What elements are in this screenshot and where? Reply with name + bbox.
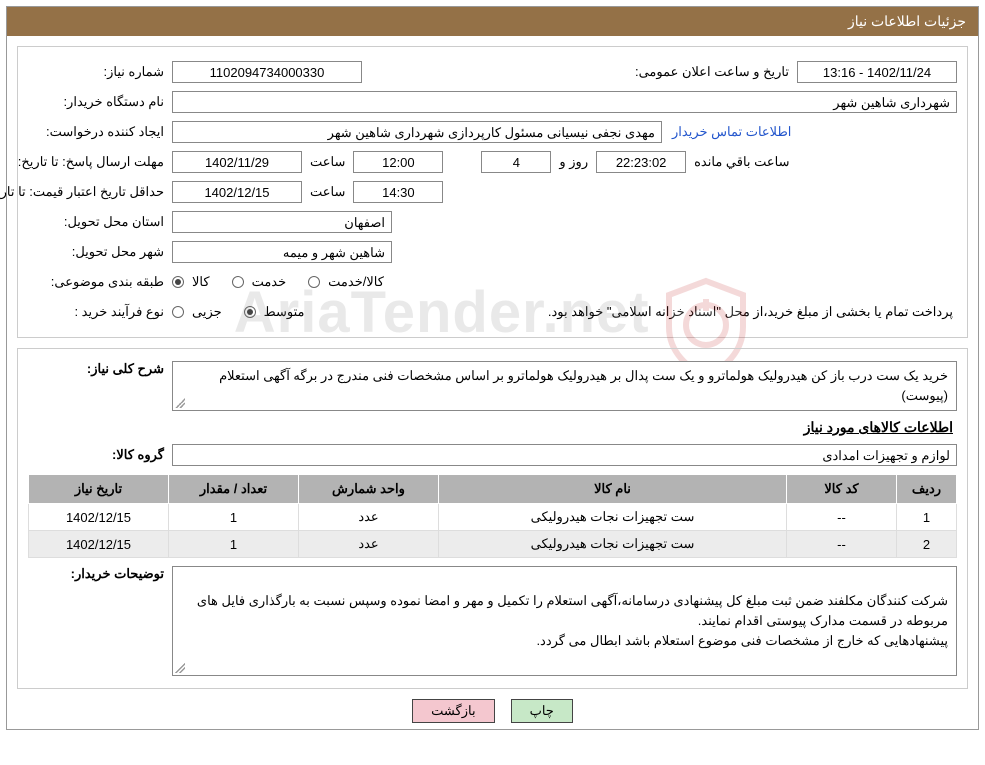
announce-label: تاریخ و ساعت اعلان عمومی:	[631, 64, 793, 80]
need-desc-text: خرید یک ست درب باز کن هیدرولیک هولماترو …	[172, 361, 957, 411]
buyer-org-value: شهرداری شاهین شهر	[172, 91, 957, 113]
validity-time-label: ساعت	[306, 184, 349, 200]
province-label: استان محل تحویل:	[28, 214, 168, 230]
buyer-note-value: شرکت کنندگان مکلفند ضمن ثبت مبلغ کل پیشن…	[197, 593, 948, 648]
remaining-suffix: ساعت باقي مانده	[690, 154, 793, 170]
process-note: پرداخت تمام یا بخشی از مبلغ خرید،از محل …	[313, 304, 957, 320]
radio-medium[interactable]: متوسط	[244, 304, 309, 320]
deadline-time-label: ساعت	[306, 154, 349, 170]
cell-code: --	[787, 531, 897, 558]
goods-group-label: گروه کالا:	[28, 447, 168, 463]
th-code: کد کالا	[787, 475, 897, 504]
radio-goods[interactable]: کالا	[172, 274, 214, 290]
requester-label: ایجاد کننده درخواست:	[28, 124, 168, 140]
buyer-note-text: شرکت کنندگان مکلفند ضمن ثبت مبلغ کل پیشن…	[172, 566, 957, 676]
resize-handle-icon[interactable]	[175, 663, 185, 673]
table-row: 2 -- ست تجهیزات نجات هیدرولیکی عدد 1 140…	[29, 531, 957, 558]
requester-value: مهدی نجفی نیسیانی مسئول کارپردازی شهردار…	[172, 121, 662, 143]
resize-handle-icon[interactable]	[175, 398, 185, 408]
th-date: تاریخ نیاز	[29, 475, 169, 504]
radio-goods-label: کالا	[188, 274, 214, 290]
cell-date: 1402/12/15	[29, 504, 169, 531]
radio-dot-icon	[172, 276, 184, 288]
radio-dot-icon	[232, 276, 244, 288]
cell-qty: 1	[169, 531, 299, 558]
process-label: نوع فرآیند خرید :	[28, 304, 168, 320]
th-qty: تعداد / مقدار	[169, 475, 299, 504]
radio-dot-icon	[308, 276, 320, 288]
cell-qty: 1	[169, 504, 299, 531]
th-row: ردیف	[897, 475, 957, 504]
cell-row: 1	[897, 504, 957, 531]
cell-date: 1402/12/15	[29, 531, 169, 558]
days-and-label: روز و	[555, 154, 592, 170]
category-label: طبقه بندی موضوعی:	[28, 274, 168, 290]
cell-unit: عدد	[299, 531, 439, 558]
announce-value: 1402/11/24 - 13:16	[797, 61, 957, 83]
button-row: چاپ بازگشت	[7, 699, 978, 723]
radio-medium-label: متوسط	[260, 304, 309, 320]
category-radio-group: کالا خدمت کالا/خدمت	[172, 274, 388, 290]
city-label: شهر محل تحویل:	[28, 244, 168, 260]
buyer-note-label: توضیحات خریدار:	[28, 566, 168, 582]
radio-service-label: خدمت	[248, 274, 291, 290]
radio-service[interactable]: خدمت	[232, 274, 291, 290]
validity-date: 1402/12/15	[172, 181, 302, 203]
province-value: اصفهان	[172, 211, 392, 233]
goods-table: ردیف کد کالا نام کالا واحد شمارش تعداد /…	[28, 474, 957, 558]
radio-dot-icon	[244, 306, 256, 318]
page-header: جزئیات اطلاعات نیاز	[7, 7, 978, 36]
validity-label: حداقل تاریخ اعتبار قیمت: تا تاریخ:	[28, 185, 168, 199]
deadline-time: 12:00	[353, 151, 443, 173]
goods-section-title: اطلاعات کالاهای مورد نیاز	[32, 419, 953, 436]
remaining-hms: 22:23:02	[596, 151, 686, 173]
radio-minor[interactable]: جزیی	[172, 304, 226, 320]
cell-unit: عدد	[299, 504, 439, 531]
remaining-days: 4	[481, 151, 551, 173]
details-panel: AriaTender.net شماره نیاز: 1102094734000…	[17, 46, 968, 338]
buyer-contact-link[interactable]: اطلاعات تماس خریدار	[666, 124, 797, 140]
need-no-value: 1102094734000330	[172, 61, 362, 83]
table-row: 1 -- ست تجهیزات نجات هیدرولیکی عدد 1 140…	[29, 504, 957, 531]
radio-both-label: کالا/خدمت	[324, 274, 388, 290]
deadline-date: 1402/11/29	[172, 151, 302, 173]
cell-name: ست تجهیزات نجات هیدرولیکی	[439, 531, 787, 558]
back-button[interactable]: بازگشت	[412, 699, 494, 723]
cell-row: 2	[897, 531, 957, 558]
cell-code: --	[787, 504, 897, 531]
buyer-org-label: نام دستگاه خریدار:	[28, 94, 168, 110]
goods-group-value: لوازم و تجهیزات امدادی	[172, 444, 957, 466]
need-desc-label: شرح کلی نیاز:	[28, 361, 168, 377]
need-no-label: شماره نیاز:	[28, 64, 168, 80]
radio-both[interactable]: کالا/خدمت	[308, 274, 388, 290]
need-desc-value: خرید یک ست درب باز کن هیدرولیک هولماترو …	[219, 368, 948, 403]
radio-dot-icon	[172, 306, 184, 318]
deadline-label: مهلت ارسال پاسخ: تا تاریخ:	[28, 155, 168, 169]
city-value: شاهین شهر و میمه	[172, 241, 392, 263]
print-button[interactable]: چاپ	[511, 699, 573, 723]
cell-name: ست تجهیزات نجات هیدرولیکی	[439, 504, 787, 531]
process-radio-group: جزیی متوسط	[172, 304, 309, 320]
radio-minor-label: جزیی	[188, 304, 226, 320]
validity-time: 14:30	[353, 181, 443, 203]
need-panel: شرح کلی نیاز: خرید یک ست درب باز کن هیدر…	[17, 348, 968, 689]
th-name: نام کالا	[439, 475, 787, 504]
th-unit: واحد شمارش	[299, 475, 439, 504]
page-title: جزئیات اطلاعات نیاز	[848, 13, 966, 29]
